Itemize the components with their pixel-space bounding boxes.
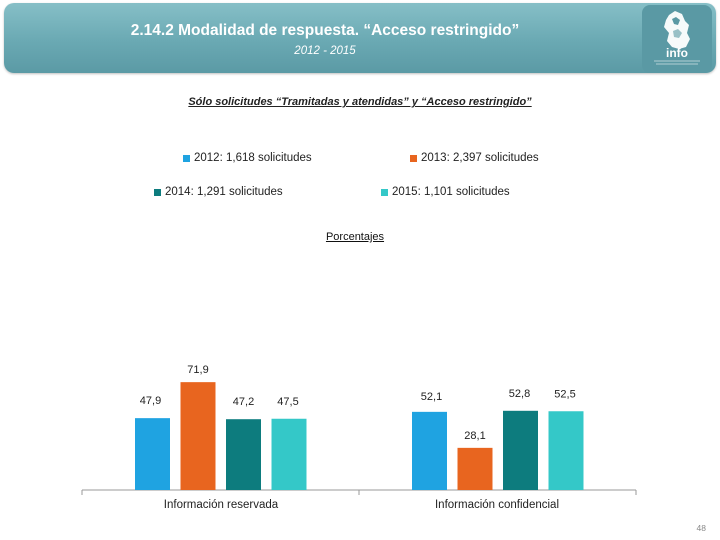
legend-swatch-2012 bbox=[183, 154, 190, 162]
page-years: 2012 - 2015 bbox=[294, 45, 356, 57]
bar-confidencial-2 bbox=[503, 410, 538, 490]
legend-swatch-2014 bbox=[154, 188, 161, 196]
data-label: 71,9 bbox=[187, 364, 208, 376]
bar-reservada-3 bbox=[271, 418, 307, 490]
data-label: 52,5 bbox=[554, 388, 575, 400]
chart-subtitle: Sólo solicitudes “Tramitadas y atendidas… bbox=[188, 96, 532, 108]
x-category-label: Información reservada bbox=[164, 499, 279, 511]
bar-confidencial-1 bbox=[457, 447, 493, 490]
header-banner: 2.14.2 Modalidad de respuesta. “Acceso r… bbox=[4, 3, 716, 73]
legend-label: 2014: 1,291 solicitudes bbox=[165, 186, 283, 198]
bar-reservada-0 bbox=[135, 418, 170, 490]
bar-reservada-2 bbox=[226, 419, 261, 490]
data-label: 47,5 bbox=[277, 396, 298, 408]
page-title: 2.14.2 Modalidad de respuesta. “Acceso r… bbox=[130, 22, 520, 39]
page-number: 48 bbox=[696, 523, 706, 533]
legend-label: 2012: 1,618 solicitudes bbox=[194, 152, 312, 164]
bar-confidencial-3 bbox=[548, 411, 584, 490]
legend-item-2012: 2012: 1,618 solicitudes bbox=[183, 152, 312, 164]
section-label: Porcentajes bbox=[325, 231, 385, 243]
data-label: 47,9 bbox=[140, 395, 161, 407]
data-label: 47,2 bbox=[233, 396, 254, 408]
data-label: 28,1 bbox=[464, 430, 485, 442]
legend-item-2014: 2014: 1,291 solicitudes bbox=[154, 186, 283, 198]
legend-label: 2013: 2,397 solicitudes bbox=[421, 152, 539, 164]
map-logo-icon: info bbox=[654, 11, 700, 65]
bar-reservada-1 bbox=[180, 382, 216, 490]
legend-label: 2015: 1,101 solicitudes bbox=[392, 186, 510, 198]
legend-item-2013: 2013: 2,397 solicitudes bbox=[410, 152, 539, 164]
legend-swatch-2015 bbox=[381, 188, 388, 196]
legend-item-2015: 2015: 1,101 solicitudes bbox=[381, 186, 510, 198]
bar-confidencial-0 bbox=[412, 411, 447, 490]
data-label: 52,1 bbox=[421, 391, 442, 403]
logo-text: info bbox=[666, 46, 688, 60]
x-category-label: Información confidencial bbox=[435, 499, 559, 511]
legend-swatch-2013 bbox=[410, 154, 417, 162]
data-label: 52,8 bbox=[509, 388, 530, 400]
logo: info bbox=[642, 5, 712, 73]
